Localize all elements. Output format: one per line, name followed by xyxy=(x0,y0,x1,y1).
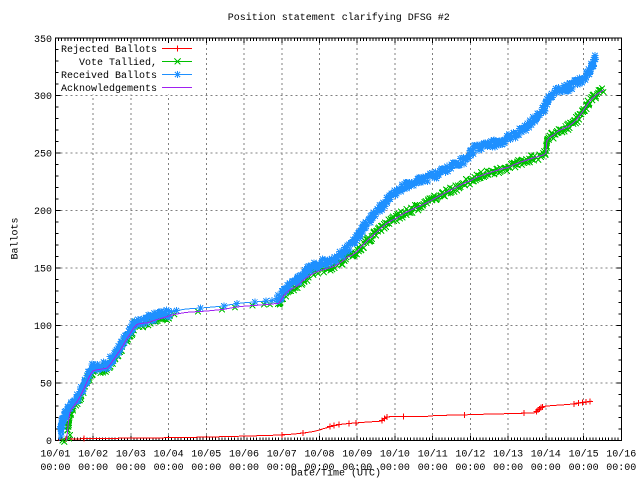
svg-text:00:00: 00:00 xyxy=(154,463,184,474)
svg-text:00:00: 00:00 xyxy=(191,463,221,474)
svg-text:Date/Time (UTC): Date/Time (UTC) xyxy=(291,468,381,480)
svg-text:10/05: 10/05 xyxy=(191,449,221,461)
svg-text:00:00: 00:00 xyxy=(418,463,448,474)
svg-text:10/04: 10/04 xyxy=(154,449,184,461)
svg-text:10/15: 10/15 xyxy=(569,449,599,461)
svg-text:Vote Tallied,: Vote Tallied, xyxy=(79,57,157,69)
svg-text:100: 100 xyxy=(34,322,52,333)
svg-text:00:00: 00:00 xyxy=(40,463,70,474)
svg-text:150: 150 xyxy=(34,265,52,276)
svg-text:10/07: 10/07 xyxy=(267,449,297,461)
svg-text:10/12: 10/12 xyxy=(455,449,485,461)
svg-text:10/10: 10/10 xyxy=(380,449,410,461)
svg-text:200: 200 xyxy=(34,207,52,218)
svg-text:10/01: 10/01 xyxy=(40,449,70,461)
svg-text:10/09: 10/09 xyxy=(342,449,372,461)
svg-text:50: 50 xyxy=(40,380,52,391)
svg-text:00:00: 00:00 xyxy=(78,463,108,474)
svg-text:10/16: 10/16 xyxy=(606,449,636,461)
svg-text:00:00: 00:00 xyxy=(342,463,372,474)
svg-text:Ballots: Ballots xyxy=(10,217,22,259)
svg-text:Acknowledgements: Acknowledgements xyxy=(61,83,157,95)
svg-text:10/11: 10/11 xyxy=(418,449,448,461)
svg-text:10/03: 10/03 xyxy=(116,449,146,461)
svg-text:Rejected Ballots: Rejected Ballots xyxy=(61,44,157,56)
svg-text:00:00: 00:00 xyxy=(304,463,334,474)
svg-text:00:00: 00:00 xyxy=(267,463,297,474)
svg-text:10/08: 10/08 xyxy=(304,449,334,461)
svg-text:00:00: 00:00 xyxy=(229,463,259,474)
svg-text:350: 350 xyxy=(34,35,52,46)
svg-text:300: 300 xyxy=(34,92,52,103)
svg-text:Received Ballots: Received Ballots xyxy=(61,70,157,82)
svg-text:00:00: 00:00 xyxy=(455,463,485,474)
svg-text:0: 0 xyxy=(46,437,52,448)
svg-text:00:00: 00:00 xyxy=(493,463,523,474)
svg-text:10/06: 10/06 xyxy=(229,449,259,461)
svg-text:10/02: 10/02 xyxy=(78,449,108,461)
svg-text:Position statement clarifying: Position statement clarifying DFSG #2 xyxy=(228,12,450,24)
svg-text:00:00: 00:00 xyxy=(116,463,146,474)
svg-text:250: 250 xyxy=(34,150,52,161)
svg-text:00:00: 00:00 xyxy=(380,463,410,474)
svg-text:00:00: 00:00 xyxy=(569,463,599,474)
svg-text:00:00: 00:00 xyxy=(606,463,636,474)
svg-text:00:00: 00:00 xyxy=(531,463,561,474)
svg-text:10/13: 10/13 xyxy=(493,449,523,461)
svg-text:10/14: 10/14 xyxy=(531,449,561,461)
